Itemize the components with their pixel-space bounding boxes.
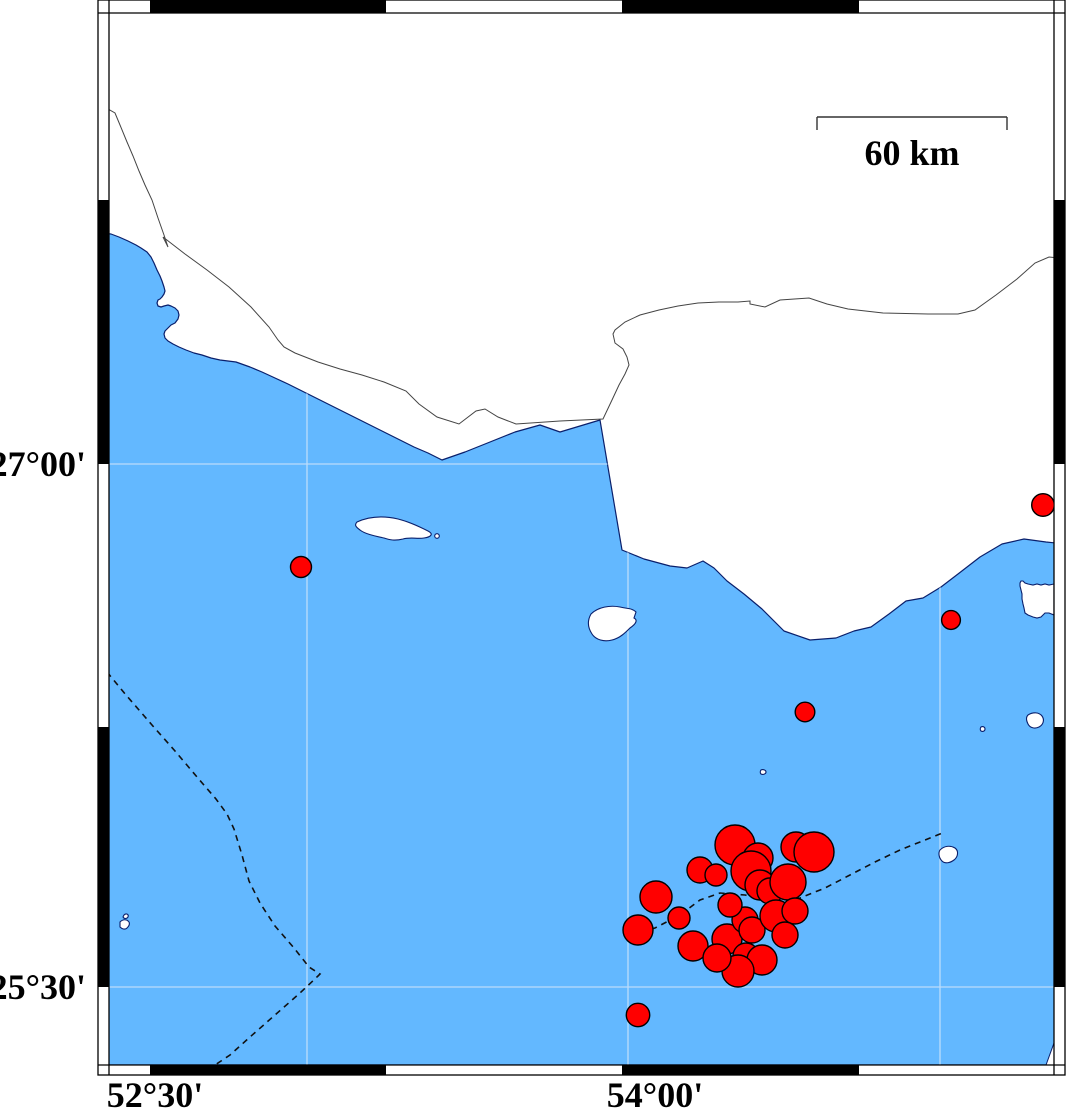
svg-text:27°00': 27°00' bbox=[0, 444, 86, 484]
svg-text:54°00': 54°00' bbox=[607, 1075, 703, 1113]
svg-text:52°30': 52°30' bbox=[107, 1075, 203, 1113]
svg-text:25°30': 25°30' bbox=[0, 967, 86, 1007]
svg-text:60 km: 60 km bbox=[864, 133, 959, 173]
